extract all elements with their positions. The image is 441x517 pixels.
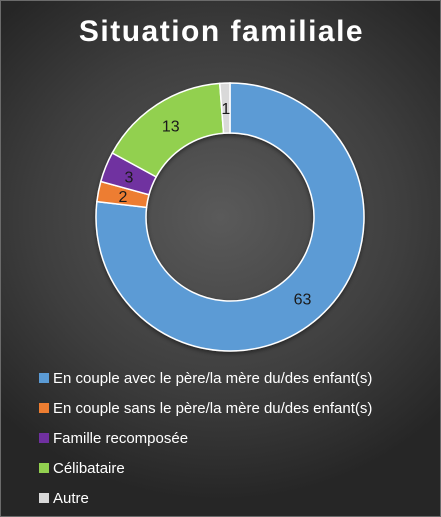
- data-label-autre: 1: [221, 101, 230, 118]
- legend-item: En couple sans le père/la mère du/des en…: [39, 393, 372, 423]
- legend-swatch-celibataire: [39, 463, 49, 473]
- legend-label: En couple sans le père/la mère du/des en…: [53, 399, 373, 417]
- slice-couple-avec: [95, 82, 365, 352]
- donut-chart: 63 2 3 13 1: [95, 82, 365, 352]
- legend-label: Autre: [53, 489, 89, 507]
- legend-swatch-famille-recomposee: [39, 433, 49, 443]
- chart-title: Situation familiale: [78, 15, 365, 48]
- legend-swatch-couple-sans: [39, 403, 49, 413]
- data-label-couple-avec: 63: [294, 291, 312, 308]
- legend-label: Célibataire: [53, 459, 125, 477]
- legend-item: Autre: [39, 483, 372, 513]
- legend-swatch-couple-avec: [39, 373, 49, 383]
- chart-legend: En couple avec le père/la mère du/des en…: [39, 363, 372, 513]
- legend-label: En couple avec le père/la mère du/des en…: [53, 369, 373, 387]
- legend-swatch-autre: [39, 493, 49, 503]
- data-label-couple-sans: 2: [119, 189, 128, 206]
- legend-item: Célibataire: [39, 453, 372, 483]
- slice-autre: [218, 82, 231, 135]
- legend-item: Famille recomposée: [39, 423, 372, 453]
- legend-item: En couple avec le père/la mère du/des en…: [39, 363, 372, 393]
- data-label-celibataire: 13: [162, 119, 180, 136]
- data-label-famille-recomposee: 3: [124, 169, 133, 186]
- legend-label: Famille recomposée: [53, 429, 189, 447]
